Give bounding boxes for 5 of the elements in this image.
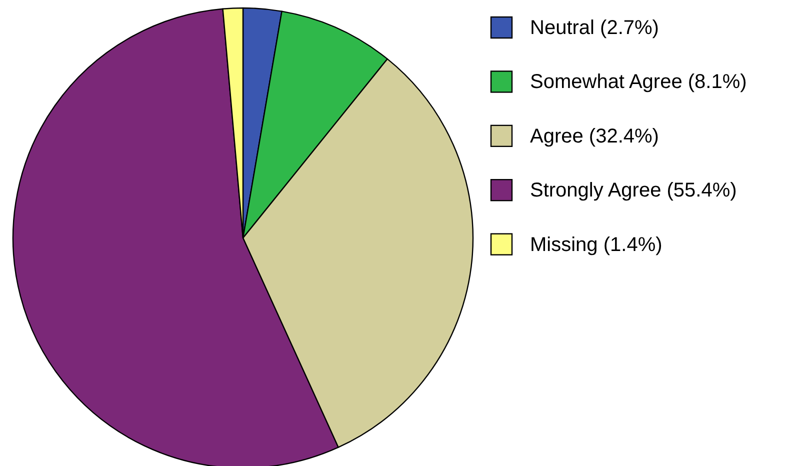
legend-label: Strongly Agree (55.4%) [530, 180, 737, 202]
legend-label: Neutral (2.7%) [530, 17, 659, 39]
legend-label: Missing (1.4%) [530, 234, 662, 256]
legend-label: Somewhat Agree (8.1%) [530, 71, 747, 94]
legend-label: Agree (32.4%) [530, 125, 659, 148]
